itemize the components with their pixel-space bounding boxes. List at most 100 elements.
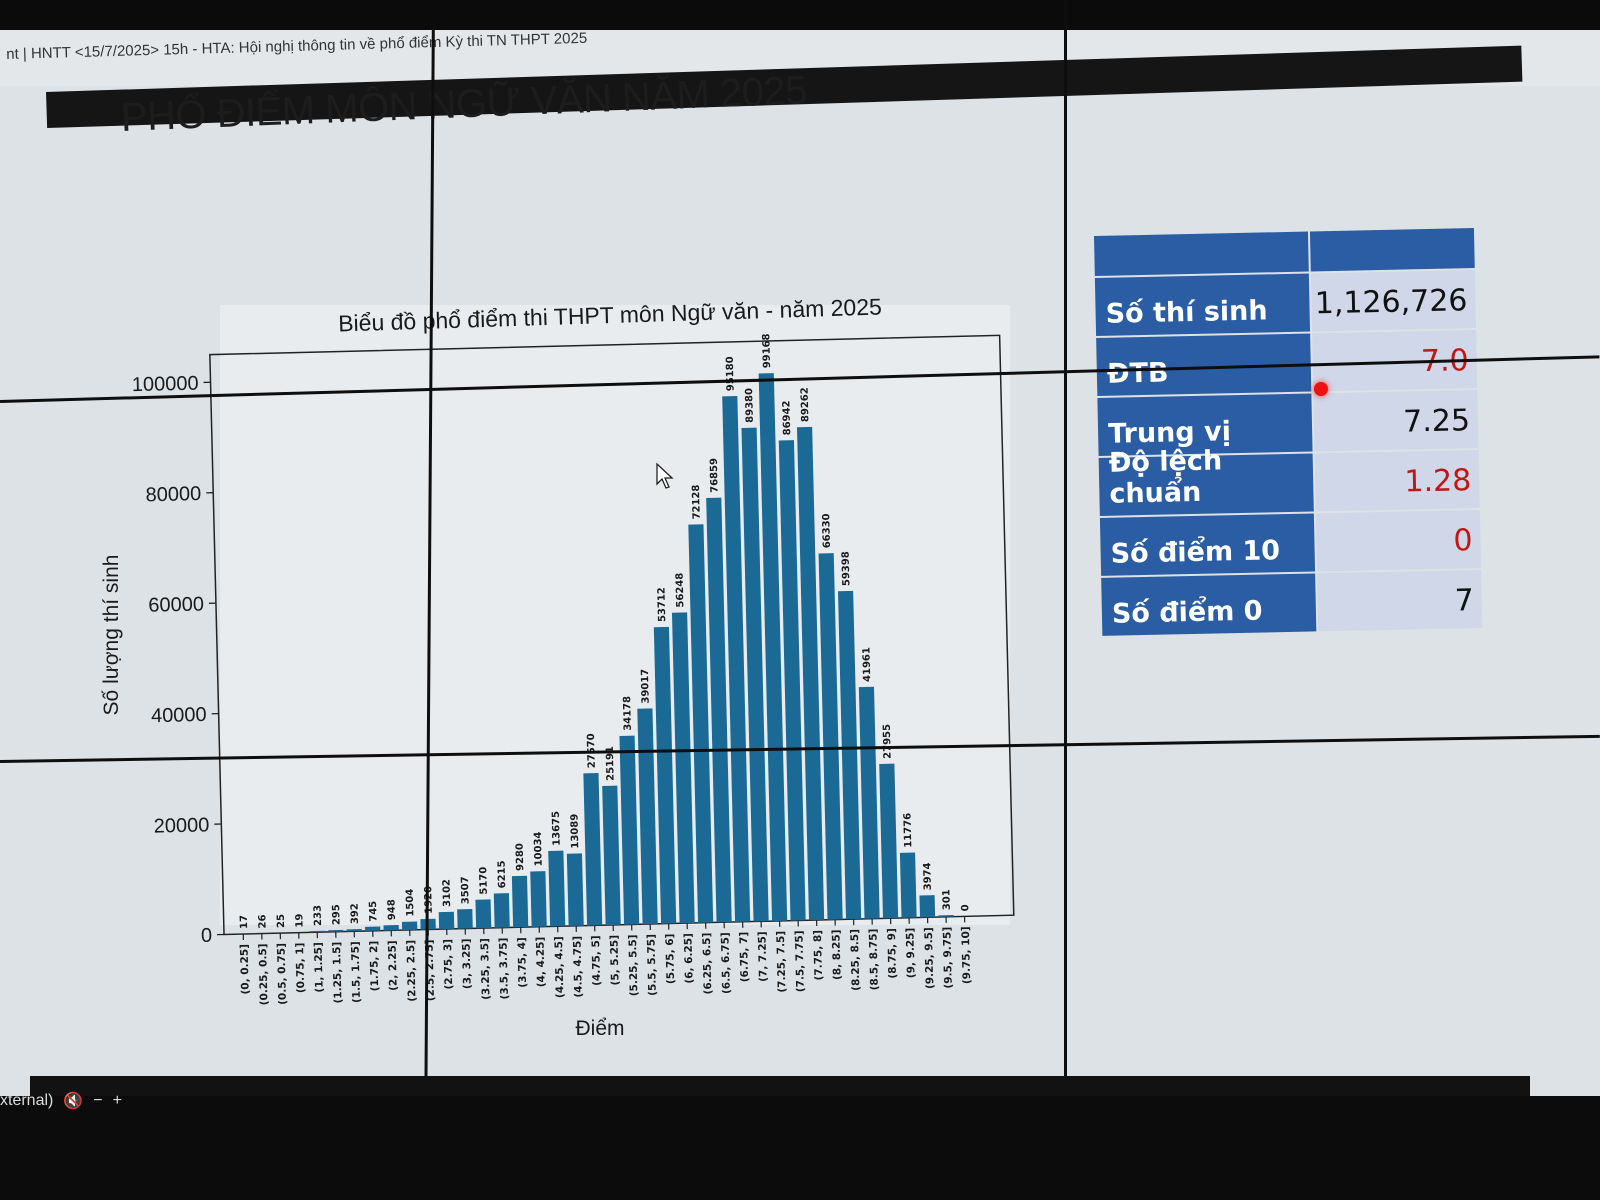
x-tick-label: (7, 7.25]: [756, 931, 769, 982]
bar: [818, 553, 843, 920]
x-tick-label: (5, 5.25]: [608, 935, 621, 986]
x-tick-label: (1, 1.25]: [312, 942, 325, 993]
bar-value-label: 3102: [441, 879, 453, 907]
stats-header-cell-2: [1309, 228, 1475, 272]
x-tick-label: (2.25, 2.5]: [405, 940, 419, 1002]
y-axis-label: Số lượng thí sinh: [100, 555, 123, 716]
mic-muted-icon[interactable]: 🔇: [63, 1093, 84, 1110]
bar: [438, 911, 455, 930]
bar-value-label: 5170: [478, 867, 490, 895]
x-tick-label: (5.25, 5.5]: [627, 934, 641, 996]
bar-value-label: 25: [276, 914, 287, 928]
x-tick-label: (6.5, 6.75]: [719, 932, 733, 994]
bar-value-label: 25191: [605, 746, 617, 781]
display-seam-v2: [1064, 0, 1067, 1130]
bar-value-label: 0: [960, 904, 971, 911]
bar-value-label: 89380: [744, 388, 756, 423]
x-axis-label: Điểm: [575, 1017, 624, 1040]
x-tick-label: (8.75, 9]: [886, 928, 899, 979]
bar-value-label: 39017: [640, 669, 652, 704]
y-tick-label: 60000: [148, 593, 204, 616]
bar: [365, 926, 381, 932]
x-tick-label: (6.25, 6.5]: [701, 933, 715, 995]
stats-header-cell-1: [1094, 231, 1309, 276]
bar: [796, 426, 825, 921]
bar-value-label: 3974: [922, 862, 934, 890]
x-tick-label: (6.75, 7]: [738, 932, 751, 983]
bar: [383, 924, 399, 931]
x-tick-label: (9.5, 9.75]: [941, 927, 955, 989]
bar: [722, 396, 751, 922]
bar: [328, 929, 344, 932]
x-tick-label: (4, 4.25]: [534, 937, 547, 988]
bar: [254, 933, 270, 934]
bar: [758, 373, 788, 922]
bar-value-label: 41961: [861, 647, 873, 682]
bar-value-label: 13089: [569, 814, 581, 849]
y-tick-label: 80000: [145, 483, 201, 506]
score-distribution-chart: Biểu đồ phổ điểm thi THPT môn Ngữ văn - …: [90, 165, 1040, 1065]
top-bar: [0, 0, 1600, 30]
bar-value-label: 6215: [497, 860, 509, 888]
x-tick-label: (9, 9.25]: [904, 928, 917, 979]
bar-value-label: 66330: [821, 513, 833, 548]
bar-value-label: 53712: [656, 587, 668, 622]
bar-value-label: 27955: [882, 724, 894, 759]
x-tick-label: (2.75, 3]: [442, 939, 455, 990]
stats-label: Số điểm 10: [1099, 513, 1316, 576]
bar-value-label: 26: [257, 914, 268, 928]
bar: [919, 895, 936, 918]
stats-row: Độ lệch chuẩn 1.28: [1098, 445, 1480, 516]
bar-value-label: 10034: [533, 831, 545, 866]
x-tick-label: (8.25, 8.5]: [849, 929, 863, 991]
bar: [583, 772, 603, 926]
bar: [619, 735, 640, 925]
bar-value-label: 17: [239, 915, 250, 929]
bar: [637, 708, 658, 925]
x-tick-label: (7.25, 7.5]: [775, 931, 789, 993]
bar-value-label: 295: [331, 904, 343, 925]
y-axis: 0 20000 40000 60000 80000 100000: [132, 373, 225, 947]
x-tick-label: (9.25, 9.5]: [923, 927, 937, 989]
y-tick-label: 0: [201, 925, 213, 947]
bar: [530, 871, 547, 927]
x-tick-label: (4.25, 4.5]: [553, 936, 567, 998]
x-tick-label: (7.5, 7.75]: [793, 930, 807, 992]
bar: [401, 921, 418, 931]
bar: [938, 914, 954, 918]
meeting-controls-label: xternal): [0, 1092, 54, 1109]
bar-value-label: 9280: [515, 843, 527, 871]
x-tick-label: (5.75, 6]: [664, 933, 677, 984]
zoom-out-icon[interactable]: −: [93, 1092, 103, 1109]
x-tick-label: (3, 3.25]: [460, 938, 473, 989]
x-tick-label: (2, 2.25]: [386, 940, 399, 991]
stats-row: Số điểm 10 0: [1099, 509, 1482, 576]
bar: [309, 930, 325, 933]
bar: [493, 893, 510, 928]
stats-label: Độ lệch chuẩn: [1098, 445, 1314, 516]
bar-value-label: 86942: [781, 400, 793, 435]
y-tick-label: 40000: [151, 704, 207, 727]
x-tick-label: (0.25, 0.5]: [257, 943, 271, 1005]
bar-value-label: 56248: [675, 573, 687, 608]
bar-value-label: 11776: [903, 813, 915, 848]
stats-label: Số điểm 0: [1101, 573, 1317, 636]
bar-value-label: 392: [350, 903, 362, 924]
chart-svg: Biểu đồ phổ điểm thi THPT môn Ngữ văn - …: [100, 293, 1015, 1040]
bar: [837, 590, 862, 920]
bar: [741, 427, 769, 922]
zoom-in-icon[interactable]: +: [112, 1092, 122, 1109]
stats-value: 1,126,726: [1310, 270, 1477, 332]
bar: [653, 626, 677, 924]
x-tick-label: (8, 8.25]: [830, 929, 843, 980]
bottom-bar: [0, 1096, 1600, 1200]
bar-value-label: 1504: [405, 889, 417, 917]
meeting-title: nt | HNTT <15/7/2025> 15h - HTA: Hội ngh…: [6, 29, 588, 63]
stats-row: Số thí sinh 1,126,726: [1094, 270, 1477, 336]
bar: [778, 440, 806, 921]
bar: [475, 899, 492, 929]
bar: [858, 686, 880, 919]
